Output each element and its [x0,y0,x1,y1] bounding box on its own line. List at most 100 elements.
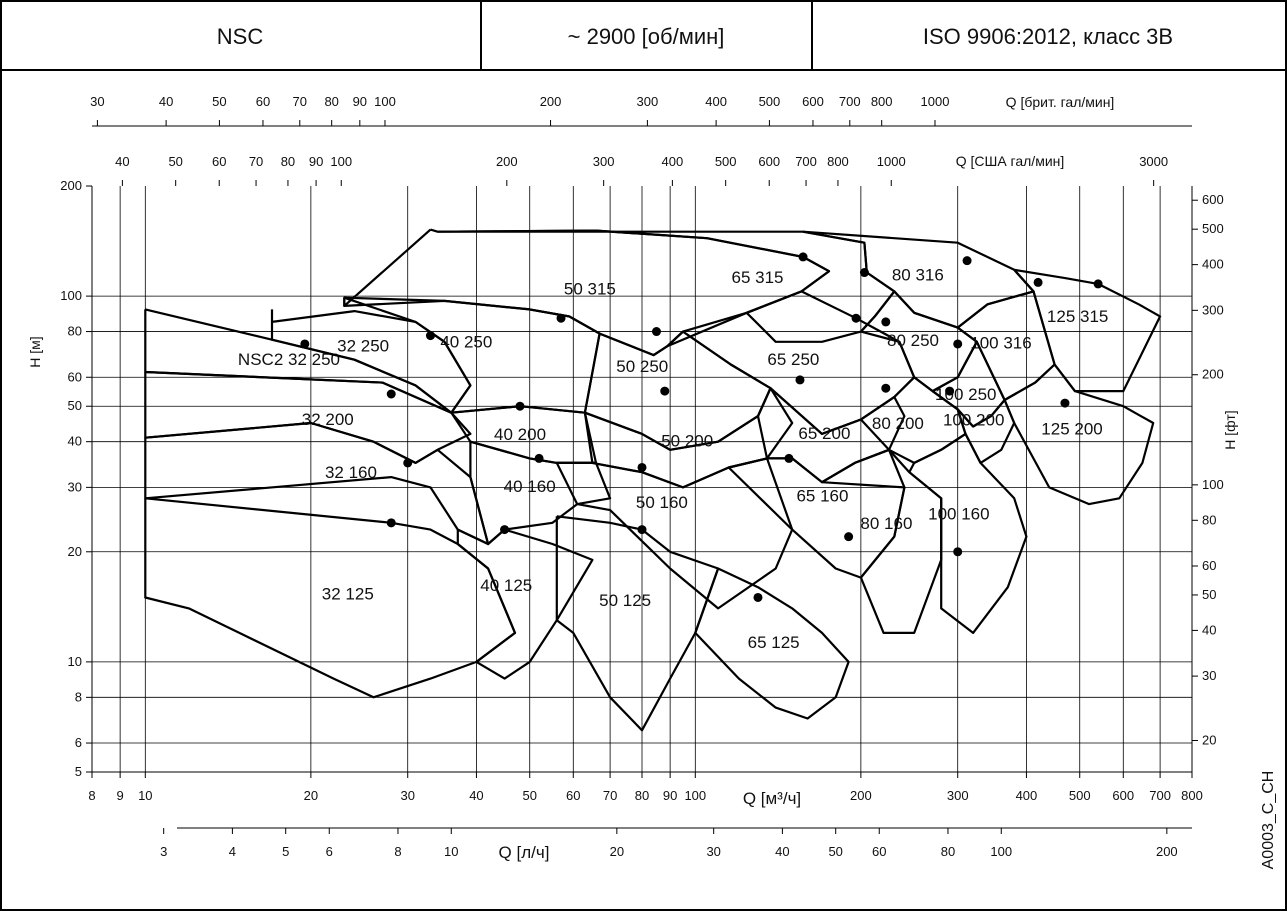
zone-label: 40 250 [440,333,492,352]
x-tick-label: 60 [566,788,580,803]
x-ls-tick-label: 200 [1156,844,1178,859]
x-tick-label: 100 [684,788,706,803]
x-tick-label: 20 [304,788,318,803]
bep-point [1033,277,1043,287]
x-uk-tick-label: 700 [839,94,861,109]
x-uk-tick-label: 70 [293,94,307,109]
zone-label: 125 315 [1047,307,1108,326]
x-tick-label: 50 [522,788,536,803]
bep-point [1093,279,1103,289]
zone-label: 40 200 [494,425,546,444]
bep-point [500,525,510,535]
zone-label: 32 200 [302,410,354,429]
x-us-tick-label: 90 [309,154,323,169]
bep-point [660,386,670,396]
x-us-axis-label: Q [США гал/мин] [956,153,1065,169]
bep-point [795,375,805,385]
grid-layer [92,186,1192,772]
x-tick-label: 700 [1149,788,1171,803]
zone-label: 50 250 [616,357,668,376]
y-ft-tick-label: 200 [1202,367,1224,382]
x-tick-label: 200 [850,788,872,803]
bep-point [844,532,854,542]
zone-label: 100 200 [943,410,1004,429]
y-ft-axis-label: H [фт] [1222,410,1238,449]
x-tick-label: 80 [635,788,649,803]
bep-point [403,458,413,468]
y-ft-tick-label: 300 [1202,302,1224,317]
zone-label: 100 160 [928,505,989,524]
bep-point [881,317,891,327]
x-ls-tick-label: 3 [160,844,167,859]
x-ls-tick-label: 20 [610,844,624,859]
x-tick-label: 30 [400,788,414,803]
zone-label: 32 125 [322,585,374,604]
x-tick-label: 8 [88,788,95,803]
x-us-tick-label: 700 [795,154,817,169]
x-tick-label: 600 [1112,788,1134,803]
x-us-tick-label: 600 [758,154,780,169]
zone-outline [144,421,490,546]
x-tick-label: 300 [947,788,969,803]
zone-label: 50 200 [661,431,713,450]
x-uk-tick-label: 800 [871,94,893,109]
y-ft-tick-label: 40 [1202,622,1216,637]
x-us-tick-label: 800 [827,154,849,169]
bep-point [651,327,661,337]
zone-outline [821,448,943,635]
zone-outline [555,457,794,610]
zone-label: 65 125 [748,633,800,652]
zone-label: 100 316 [970,333,1031,352]
bep-point [953,339,963,349]
x-uk-tick-label: 300 [637,94,659,109]
x-uk-tick-label: 40 [159,94,173,109]
y-ft-tick-label: 60 [1202,558,1216,573]
bep-point [515,401,525,411]
x-tick-label: 10 [138,788,152,803]
y-tick-label: 60 [68,369,82,384]
bep-point [945,386,955,396]
bep-point [753,592,763,602]
y-primary-axis-label: H [м] [27,336,43,367]
bep-point [1060,398,1070,408]
x-uk-tick-label: 600 [802,94,824,109]
zone-outline [437,229,896,343]
y-tick-label: 100 [60,288,82,303]
y-tick-label: 80 [68,324,82,339]
zone-label: 125 200 [1041,420,1102,439]
x-uk-axis-label: Q [брит. гал/мин] [1006,94,1115,110]
zone-label: 50 125 [599,591,651,610]
x-us-tick-label: 80 [281,154,295,169]
zone-label: 65 160 [796,487,848,506]
x-ls-tick-label: 10 [444,844,458,859]
x-uk-tick-label: 1000 [921,94,950,109]
zone-label: 32 160 [325,463,377,482]
zone-outline [555,515,720,732]
y-tick-label: 10 [68,654,82,669]
x-ls-tick-label: 100 [990,844,1012,859]
bep-point [637,525,647,535]
bep-point [386,518,396,528]
zone-label: 65 315 [732,268,784,287]
x-us-tick-label: 500 [715,154,737,169]
x-tick-label: 40 [469,788,483,803]
bep-point [881,383,891,393]
x-ls-tick-label: 30 [706,844,720,859]
zone-outline [529,308,772,451]
x-ls-tick-label: 6 [326,844,333,859]
x-ls-tick-label: 60 [872,844,886,859]
x-us-tick-label: 400 [662,154,684,169]
x-ls-tick-label: 50 [828,844,842,859]
y-ft-tick-label: 50 [1202,587,1216,602]
bep-point [386,389,396,399]
zone-outline [1003,363,1155,506]
header-model: NSC [217,24,264,49]
header-standard: ISO 9906:2012, класс 3B [923,24,1173,49]
zone-label: 80 250 [887,331,939,350]
y-ft-tick-label: 100 [1202,477,1224,492]
header-speed: ~ 2900 [об/мин] [568,24,725,49]
x-us-tick-label: 200 [496,154,518,169]
